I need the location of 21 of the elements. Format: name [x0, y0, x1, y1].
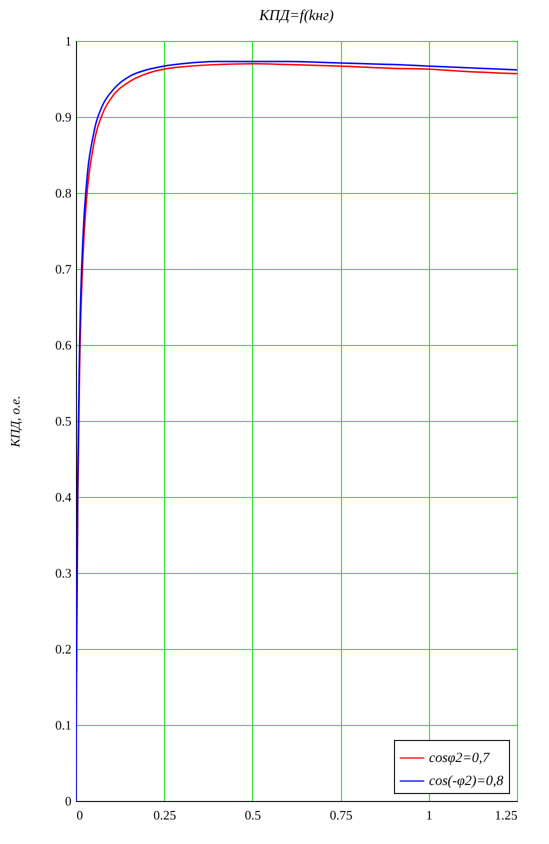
y-tick-label: 0.2	[55, 642, 72, 656]
x-tick-label: 1.25	[494, 808, 518, 822]
y-tick-label: 0.8	[55, 186, 72, 200]
y-tick-label: 1	[65, 34, 72, 48]
y-tick-label: 0.5	[55, 414, 72, 428]
x-tick-label: 0	[76, 808, 83, 822]
y-tick-label: 0.9	[55, 110, 72, 124]
legend-label: cosφ2=0,7	[429, 751, 490, 766]
y-axis-title: КПД, о.е.	[8, 396, 22, 448]
y-tick-label: 0.3	[55, 566, 72, 580]
y-tick-label: 0.1	[55, 718, 72, 732]
x-tick-label: 0.25	[153, 808, 176, 822]
x-tick-label: 1	[426, 808, 433, 822]
y-tick-label: 0.6	[55, 338, 72, 352]
chart-title: КПД=f(kнг)	[258, 8, 334, 24]
legend-label: cos(-φ2)=0,8	[429, 774, 504, 789]
y-tick-label: 0.7	[55, 262, 72, 276]
y-tick-label: 0	[65, 794, 72, 808]
x-tick-label: 0.75	[330, 808, 352, 822]
y-tick-label: 0.4	[55, 490, 72, 504]
x-tick-label: 0.5	[244, 808, 262, 822]
